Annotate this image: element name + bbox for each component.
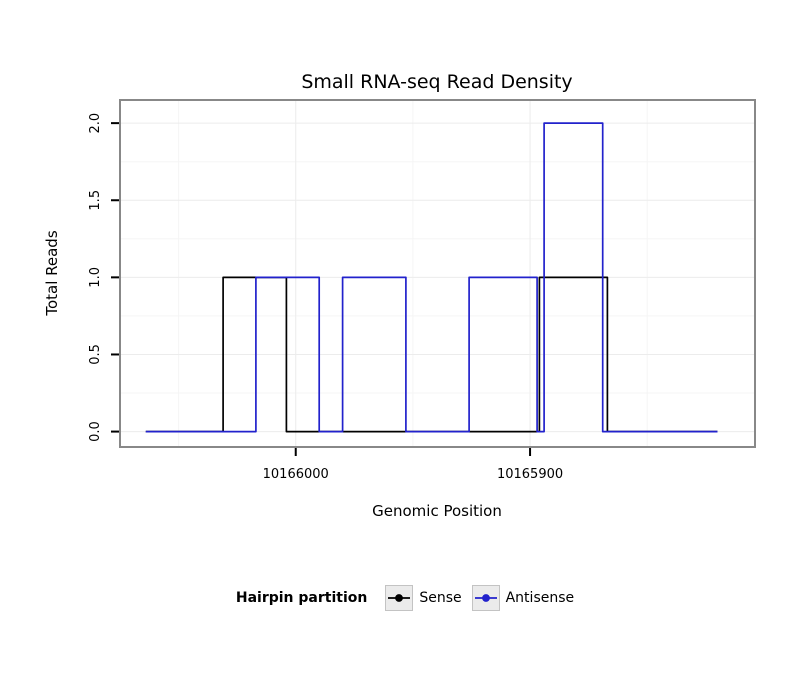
x-tick-label: 10165900: [497, 467, 563, 482]
legend-label-antisense: Antisense: [505, 590, 575, 606]
panel-background: [120, 100, 755, 447]
legend-title: Hairpin partition: [235, 590, 368, 606]
y-tick-label: 0.5: [88, 344, 103, 365]
panel-border: [119, 99, 756, 448]
legend-item-sense: Sense: [385, 585, 462, 611]
minor-gridlines: [120, 100, 755, 447]
y-tick-label: 1.5: [88, 190, 103, 211]
antisense-line-key-icon: [471, 585, 500, 611]
series-line-antisense: [145, 122, 718, 433]
chart-title: Small RNA-seq Read Density: [301, 71, 573, 93]
legend-label-sense: Sense: [419, 590, 462, 606]
plot-area: 10166000 10165900 0.0 0.5 1.0 1.5 2.0: [88, 99, 756, 482]
x-tick-label: 10166000: [263, 467, 329, 482]
axis-tick-marks: [111, 122, 532, 456]
x-axis-title: Genomic Position: [372, 502, 502, 520]
y-tick-labels: 0.0 0.5 1.0 1.5 2.0: [88, 113, 103, 442]
y-axis-title: Total Reads: [43, 230, 61, 316]
sense-line-key-icon: [385, 585, 414, 611]
y-tick-label: 1.0: [88, 267, 103, 288]
y-tick-label: 0.0: [88, 421, 103, 442]
x-tick-labels: 10166000 10165900: [263, 467, 563, 482]
legend: Hairpin partition Sense Antisense: [0, 583, 810, 613]
y-tick-label: 2.0: [88, 113, 103, 134]
legend-item-antisense: Antisense: [471, 585, 575, 611]
